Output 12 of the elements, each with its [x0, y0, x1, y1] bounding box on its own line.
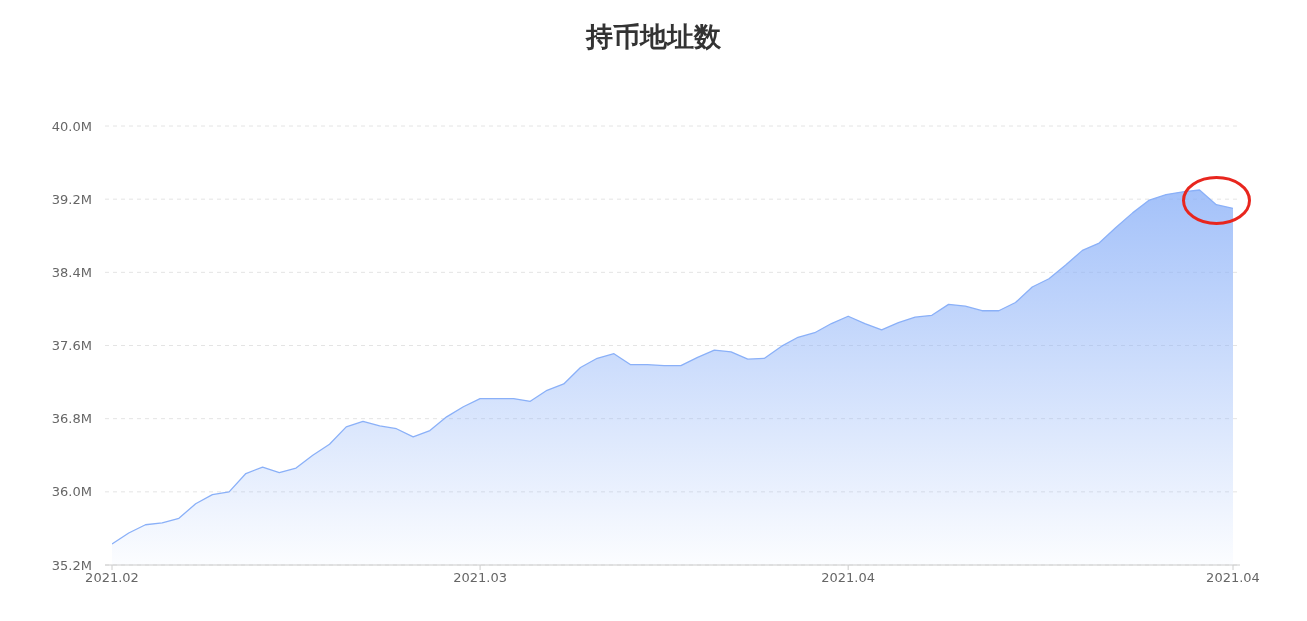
x-tick-label: 2021.04: [1206, 570, 1260, 586]
y-tick-label: 35.2M: [51, 557, 92, 573]
chart-title: 持币地址数: [584, 20, 722, 54]
y-tick-label: 39.2M: [51, 191, 92, 207]
y-tick-label: 40.0M: [51, 118, 92, 134]
y-tick-label: 36.8M: [51, 411, 92, 427]
y-tick-label: 38.4M: [51, 264, 92, 280]
x-tick-label: 2021.04: [821, 570, 876, 586]
y-tick-label: 37.6M: [51, 338, 92, 354]
x-tick-label: 2021.02: [85, 570, 139, 586]
x-tick-label: 2021.03: [453, 570, 507, 586]
y-tick-label: 36.0M: [51, 484, 92, 500]
